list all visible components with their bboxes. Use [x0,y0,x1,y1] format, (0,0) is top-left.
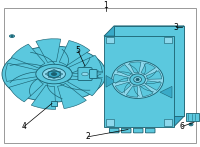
Ellipse shape [2,46,106,102]
Text: 4: 4 [22,122,26,131]
Wedge shape [68,76,102,96]
Wedge shape [69,55,102,74]
Text: 6: 6 [180,122,184,131]
FancyBboxPatch shape [106,119,114,126]
Ellipse shape [43,68,65,80]
FancyBboxPatch shape [109,128,119,133]
Ellipse shape [136,78,139,81]
Wedge shape [36,39,61,62]
Wedge shape [115,82,131,93]
Polygon shape [160,86,172,98]
Polygon shape [174,26,184,127]
FancyBboxPatch shape [106,37,114,43]
Ellipse shape [189,123,193,126]
FancyBboxPatch shape [121,128,131,133]
Wedge shape [9,79,43,102]
Wedge shape [129,62,141,73]
Polygon shape [114,26,184,116]
Wedge shape [117,65,132,76]
FancyBboxPatch shape [145,128,155,133]
Ellipse shape [190,124,192,125]
Text: 2: 2 [86,132,90,141]
Polygon shape [104,26,184,36]
Ellipse shape [82,72,88,76]
Wedge shape [31,85,56,109]
FancyBboxPatch shape [133,128,143,133]
Wedge shape [58,83,86,108]
FancyBboxPatch shape [78,67,92,81]
Wedge shape [59,41,90,66]
Text: 1: 1 [104,1,108,10]
Ellipse shape [134,77,141,82]
Wedge shape [11,44,45,68]
Ellipse shape [112,61,164,98]
Wedge shape [114,74,128,83]
Polygon shape [106,76,116,87]
Polygon shape [104,36,174,127]
Ellipse shape [36,64,72,84]
Wedge shape [6,63,38,81]
Wedge shape [141,63,156,75]
Ellipse shape [51,73,57,75]
Ellipse shape [11,36,13,37]
Wedge shape [140,85,153,97]
Text: 3: 3 [174,23,178,32]
Wedge shape [126,86,138,97]
Polygon shape [81,71,103,77]
FancyBboxPatch shape [186,113,199,121]
Wedge shape [146,71,162,79]
Ellipse shape [130,74,145,85]
Wedge shape [145,81,161,90]
FancyBboxPatch shape [90,70,97,78]
FancyBboxPatch shape [164,37,172,43]
Text: 5: 5 [76,46,80,55]
FancyBboxPatch shape [164,119,172,126]
Ellipse shape [48,71,60,77]
Bar [51,101,57,106]
Ellipse shape [10,35,14,37]
